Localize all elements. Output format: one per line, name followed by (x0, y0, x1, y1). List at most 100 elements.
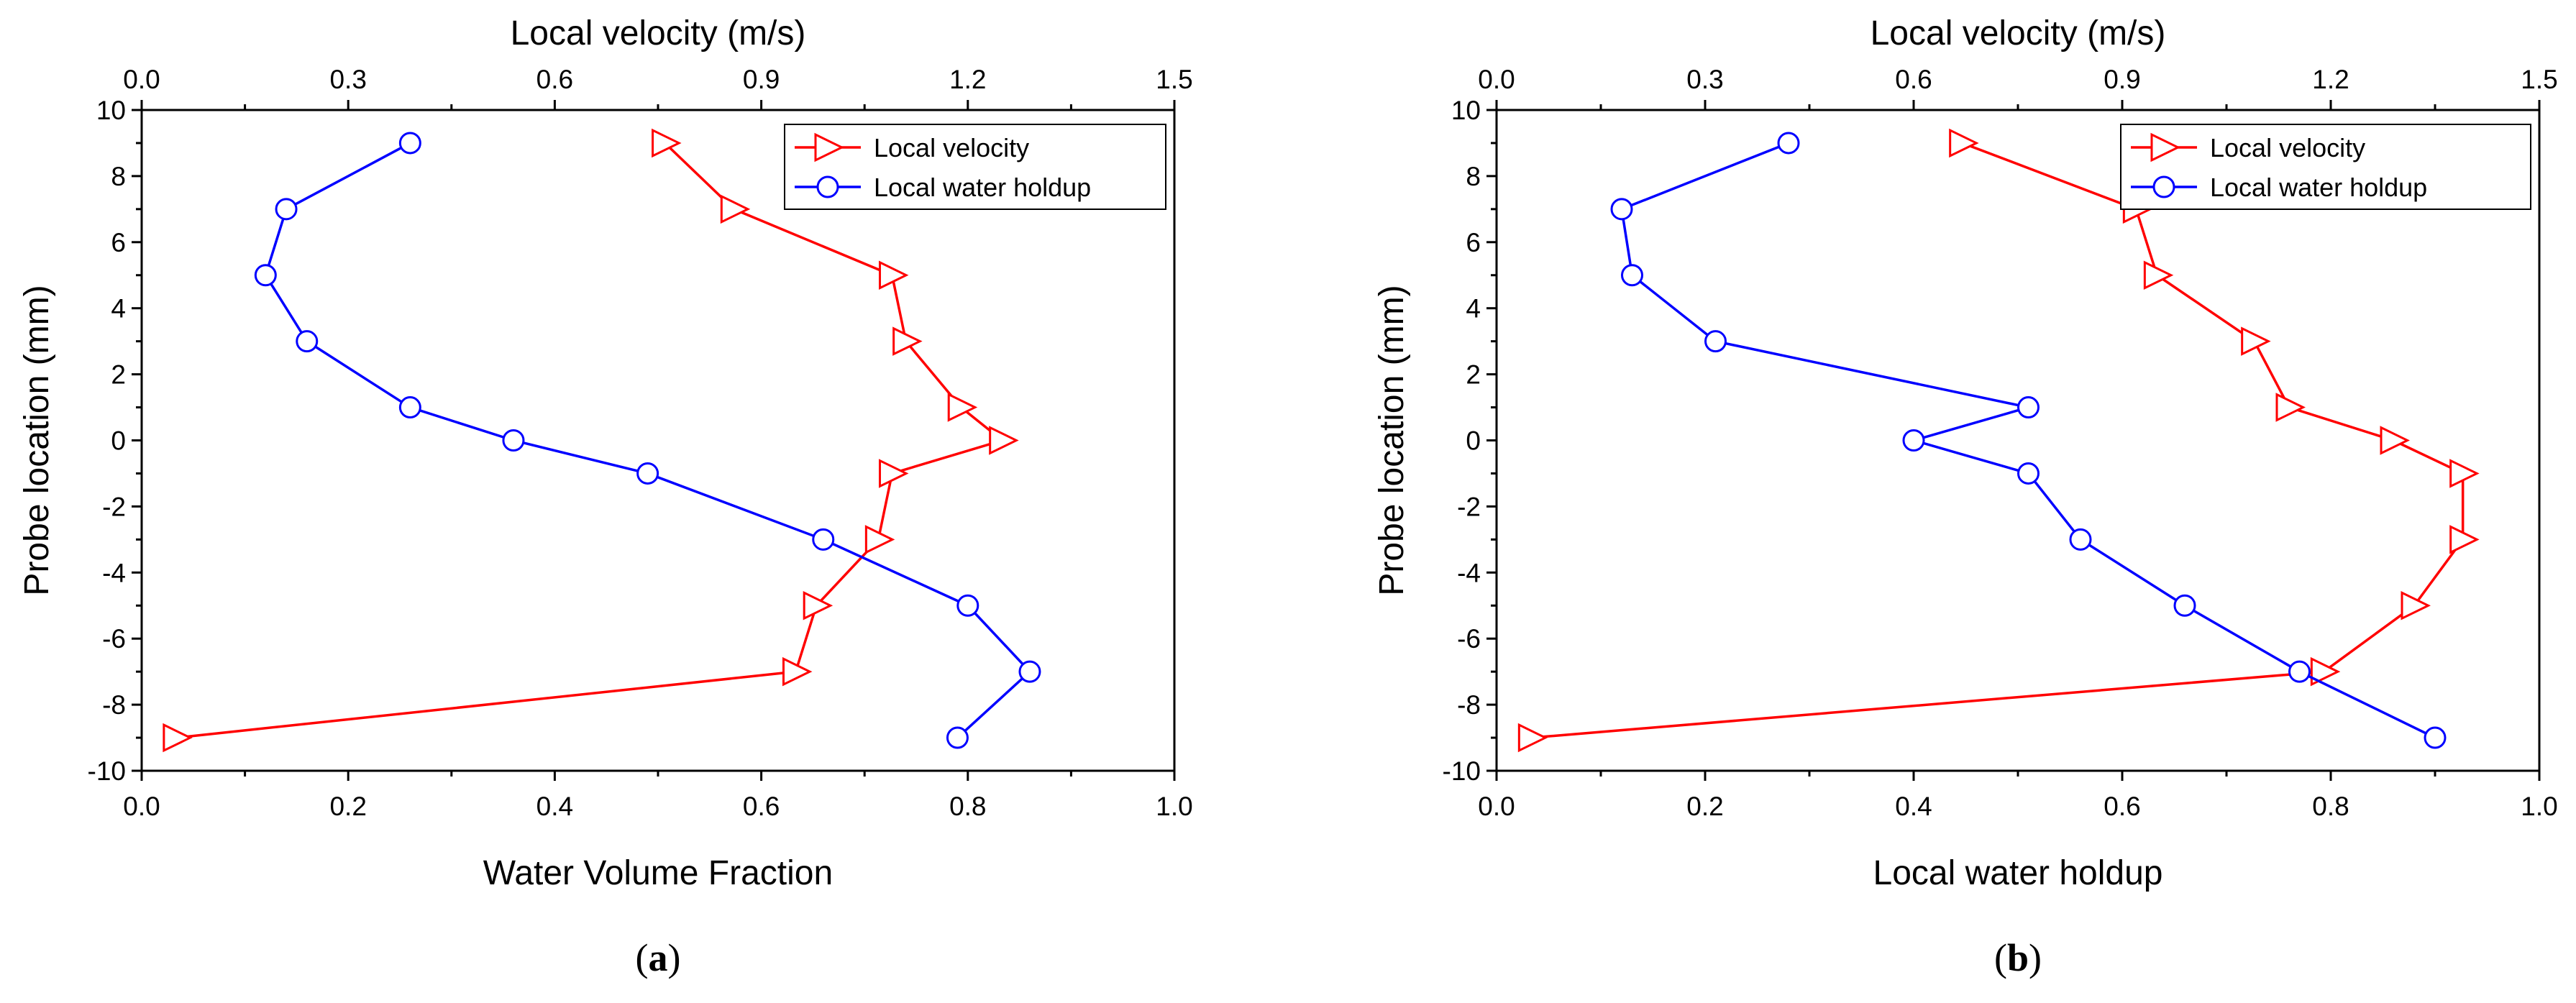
marker-circle (398, 132, 421, 155)
x-bottom-tick-label: 0.4 (1895, 792, 1932, 821)
marker-circle (1018, 660, 1041, 683)
marker-triangle-right (652, 128, 682, 158)
panel-label-open: ( (1994, 936, 2007, 979)
y-tick-label: -8 (1457, 690, 1481, 720)
y-tick-label: 6 (1466, 228, 1481, 257)
legend-box (784, 124, 1166, 210)
panel-label-letter: b (2007, 936, 2029, 979)
x-top-tick-label: 0.3 (1686, 65, 1723, 94)
panel-label-letter: a (649, 936, 668, 979)
marker-circle (636, 462, 659, 485)
y-tick-label: 2 (111, 360, 126, 390)
marker-triangle-right (782, 656, 813, 687)
panel-label: (b) (1994, 936, 2042, 979)
marker-triangle-right (864, 525, 895, 554)
y-tick-label: -2 (1457, 492, 1481, 521)
x-top-tick-label: 0.9 (2104, 65, 2140, 94)
marker-circle (254, 264, 277, 287)
series-local-velocity (163, 128, 1019, 753)
marker-circle (812, 528, 835, 551)
y-tick-label: 0 (111, 426, 126, 456)
panel-label-close: ) (2029, 936, 2042, 979)
y-tick-label: -6 (102, 624, 126, 654)
y-tick-label: 2 (1466, 360, 1481, 390)
y-tick-label: -10 (1443, 756, 1481, 786)
x-top-tick-label: 0.9 (743, 65, 780, 94)
x-top-tick-label: 0.6 (536, 65, 573, 94)
y-tick-label: 10 (96, 96, 126, 125)
marker-circle (275, 198, 298, 221)
marker-triangle-right (989, 426, 1019, 455)
series-line (1531, 142, 2465, 739)
x-top-axis-title: Local velocity (m/s) (1871, 14, 2166, 52)
x-bottom-axis-title: Local water holdup (1873, 854, 2163, 892)
x-top-tick-label: 0.6 (1895, 65, 1932, 94)
marker-triangle-right (814, 132, 844, 162)
y-tick-label: 0 (1466, 426, 1481, 456)
y-tick-label: -10 (88, 756, 126, 786)
x-bottom-tick-label: 0.8 (949, 792, 986, 821)
x-top-tick-label: 1.2 (949, 65, 986, 94)
marker-circle (946, 726, 969, 749)
marker-circle (2069, 528, 2092, 551)
marker-triangle-right (2143, 260, 2174, 290)
marker-triangle-right (2241, 326, 2271, 356)
marker-triangle-right (2275, 393, 2306, 422)
y-tick-label: -4 (1457, 558, 1481, 587)
y-tick-label: 4 (111, 294, 126, 324)
y-tick-label: 8 (111, 162, 126, 191)
marker-triangle-right (2310, 656, 2341, 687)
y-tick-label: 4 (1466, 294, 1481, 324)
marker-triangle-right (2401, 590, 2431, 620)
chart-panel-a: 0.0 0.2 0.4 0.6 0.8 1.0 0.0 0.3 0.6 0.9 1.2 1.5 -10 -… (18, 14, 1193, 979)
x-top-tick-label: 0.3 (329, 65, 366, 94)
x-bottom-tick-label: 0.8 (2312, 792, 2349, 821)
x-top-tick-label: 0.0 (123, 65, 160, 94)
legend-label: Local water holdup (874, 173, 1091, 202)
marker-circle (2017, 396, 2040, 419)
legend: Local velocity Local water holdup (784, 124, 1166, 210)
x-top-tick-label: 1.5 (1156, 65, 1192, 94)
legend: Local velocity Local water holdup (2120, 124, 2531, 210)
marker-triangle-right (1517, 723, 1548, 753)
legend-box (2120, 124, 2531, 210)
panel-label-close: ) (668, 936, 681, 979)
marker-triangle-right (947, 393, 978, 422)
series-local-velocity (1517, 128, 2480, 753)
marker-circle (502, 429, 525, 452)
x-top-axis-title: Local velocity (m/s) (511, 14, 806, 52)
x-top-tick-label: 1.2 (2312, 65, 2349, 94)
x-bottom-tick-label: 0.6 (2104, 792, 2140, 821)
x-bottom-axis-title: Water Volume Fraction (483, 854, 833, 892)
series-line (264, 142, 1032, 739)
marker-triangle-right (2449, 525, 2480, 554)
y-tick-label: 8 (1466, 162, 1481, 191)
y-tick-label: -8 (102, 690, 126, 720)
marker-circle (1610, 198, 1633, 221)
x-bottom-tick-label: 1.0 (1156, 792, 1192, 821)
y-axis-title: Probe location (mm) (1373, 285, 1411, 595)
series-line (1620, 142, 2436, 739)
y-axis-title: Probe location (mm) (18, 285, 56, 595)
marker-circle (2288, 660, 2311, 683)
marker-circle (398, 396, 421, 419)
marker-circle (816, 175, 839, 198)
panel-label: (a) (636, 936, 681, 979)
marker-triangle-right (163, 723, 193, 753)
legend-label: Local velocity (874, 133, 1029, 162)
series-local-water-holdup (1610, 132, 2447, 749)
marker-circle (1621, 264, 1643, 287)
x-bottom-tick-label: 1.0 (2521, 792, 2557, 821)
marker-triangle-right (720, 194, 751, 224)
x-bottom-tick-label: 0.6 (743, 792, 780, 821)
y-tick-label: 6 (111, 228, 126, 257)
legend-label: Local water holdup (2210, 173, 2427, 202)
y-tick-label: -6 (1457, 624, 1481, 654)
x-bottom-tick-label: 0.4 (536, 792, 573, 821)
marker-triangle-right (892, 326, 923, 356)
x-top-tick-label: 0.0 (1478, 65, 1515, 94)
marker-circle (296, 330, 319, 353)
series-line (175, 142, 1005, 739)
marker-circle (2173, 594, 2196, 617)
marker-triangle-right (803, 590, 833, 620)
